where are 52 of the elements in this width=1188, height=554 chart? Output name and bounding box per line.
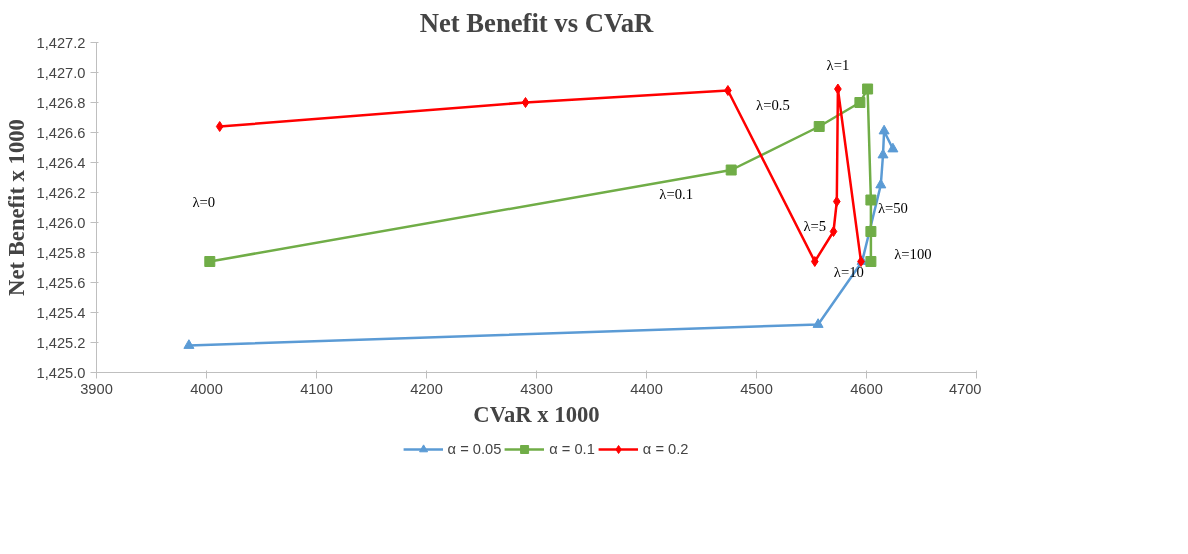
point (183, 339, 195, 349)
point (725, 164, 737, 176)
point (812, 318, 824, 328)
point (204, 256, 216, 267)
y-tick-label: 1,426.6 (36, 124, 86, 141)
y-axis-title: Net Benefit x 1000 (3, 119, 29, 296)
annotation: λ=0.5 (756, 96, 790, 113)
x-tick-label: 4200 (410, 380, 443, 397)
x-tick-label: 3900 (80, 380, 113, 397)
annotation: λ=100 (894, 245, 932, 262)
y-tick-label: 1,426.2 (36, 184, 86, 201)
y-tick-label: 1,425.2 (36, 334, 86, 351)
y-tick-label: 1,425.6 (36, 274, 86, 291)
annotation: λ=50 (877, 200, 908, 216)
y-tick-label: 1,426.4 (36, 154, 86, 171)
legend-label: α = 0.05 (447, 441, 502, 457)
point (878, 124, 890, 135)
point (832, 196, 841, 207)
legend-label: α = 0.1 (549, 441, 595, 457)
point (865, 194, 877, 206)
x-tick-label: 4300 (520, 380, 553, 397)
annotation: λ=0 (192, 193, 216, 210)
point (810, 256, 819, 267)
legend-label: α = 0.2 (642, 441, 689, 457)
point (813, 121, 825, 132)
y-tick-label: 1,425.4 (36, 304, 86, 321)
x-tick-label: 4500 (740, 380, 773, 397)
y-tick-label: 1,426.8 (36, 94, 86, 111)
point (862, 83, 874, 95)
point (865, 256, 877, 267)
x-axis-title: CVaR x 1000 (473, 401, 600, 427)
y-tick-label: 1,427.0 (36, 64, 86, 81)
annotation: λ=5 (803, 217, 827, 234)
y-tick-label: 1,425.0 (36, 364, 86, 381)
annotation: λ=1 (826, 57, 850, 73)
x-tick-label: 4000 (190, 380, 223, 397)
point (521, 97, 530, 108)
point (829, 226, 838, 237)
x-tick-label: 4100 (300, 380, 333, 397)
point (854, 97, 866, 108)
x-tick-label: 4600 (850, 380, 883, 397)
chart-title: Net Benefit vs CVaR (419, 7, 655, 38)
point (724, 85, 732, 96)
y-tick-label: 1,427.2 (36, 34, 86, 51)
point (887, 142, 899, 153)
point (865, 226, 877, 237)
annotation: λ=0.1 (659, 186, 694, 202)
x-tick-label: 4400 (630, 380, 663, 397)
point (215, 121, 224, 132)
y-tick-label: 1,426.0 (36, 214, 86, 231)
x-tick-label: 4700 (948, 380, 982, 397)
y-tick-label: 1,425.8 (36, 244, 86, 261)
